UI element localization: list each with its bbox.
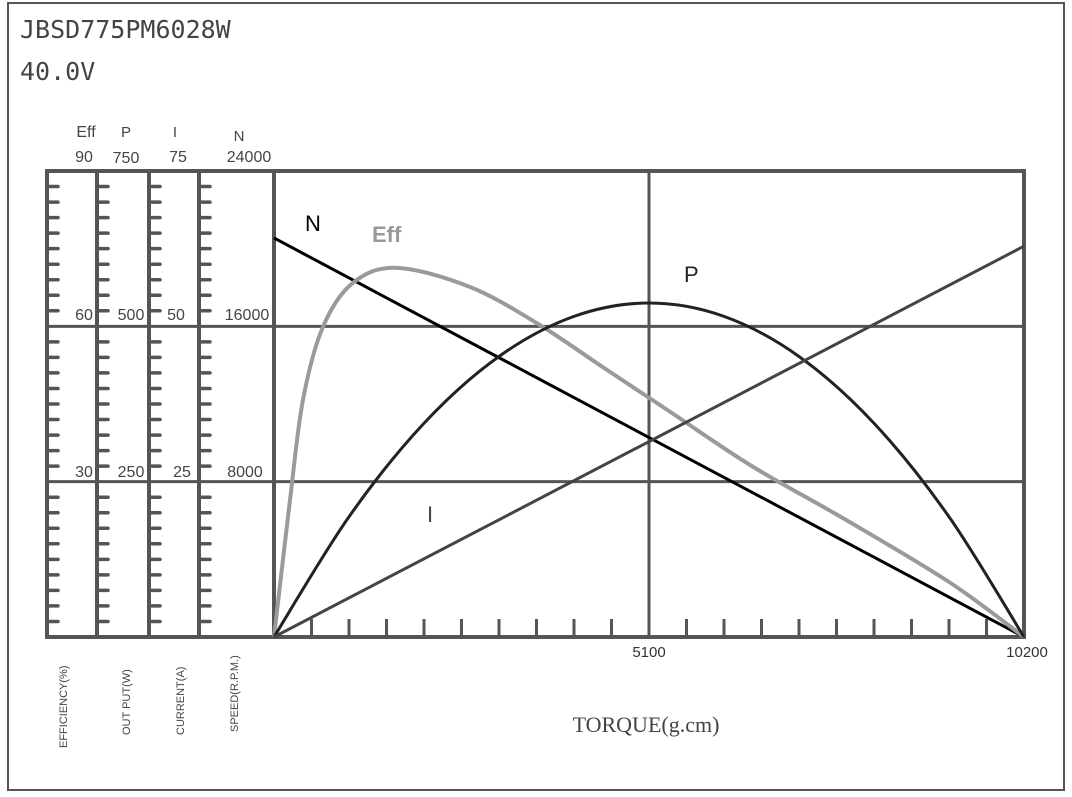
x-tick-10200: 10200 (1006, 644, 1048, 661)
series-label-p: P (684, 262, 699, 287)
axis-name-eff: Eff (76, 124, 96, 141)
series-line-eff (272, 265, 1026, 639)
p-tick-250: 250 (118, 464, 145, 481)
series-label-n: N (305, 211, 321, 236)
series-line-n (273, 236, 1025, 639)
model-title: JBSD775PM6028W (20, 15, 232, 44)
axis-label-current: CURRENT(A) (175, 667, 187, 735)
axis-label-efficiency: EFFICIENCY(%) (58, 666, 70, 749)
i-tick-75: 75 (169, 149, 187, 166)
p-tick-500: 500 (118, 307, 145, 324)
axes-layer (45, 169, 1026, 639)
axis-label-output: OUT PUT(W) (121, 669, 133, 735)
n-tick-16000: 16000 (225, 307, 270, 324)
series-line-i (273, 244, 1025, 639)
i-tick-50: 50 (167, 307, 185, 324)
axis-name-n: N (234, 128, 245, 145)
n-tick-8000: 8000 (227, 464, 263, 481)
plot-frame (45, 169, 1026, 639)
p-tick-750: 750 (113, 150, 140, 167)
n-tick-24000: 24000 (227, 149, 272, 166)
x-axis-label: TORQUE(g.cm) (573, 712, 720, 737)
series-label-i: I (427, 502, 433, 527)
axis-name-i: I (173, 124, 177, 141)
x-tick-5100: 5100 (632, 644, 665, 661)
series-label-eff: Eff (372, 222, 402, 247)
voltage-label: 40.0V (20, 57, 95, 86)
axis-label-speed: SPEED(R.P.M.) (229, 655, 241, 732)
axis-name-p: P (121, 124, 131, 141)
outer-border (7, 2, 1065, 791)
eff-tick-90: 90 (75, 149, 93, 166)
series-line-p (272, 301, 1026, 638)
series-layer (272, 236, 1026, 639)
eff-tick-60: 60 (75, 307, 93, 324)
eff-tick-30: 30 (75, 464, 93, 481)
i-tick-25: 25 (173, 464, 191, 481)
